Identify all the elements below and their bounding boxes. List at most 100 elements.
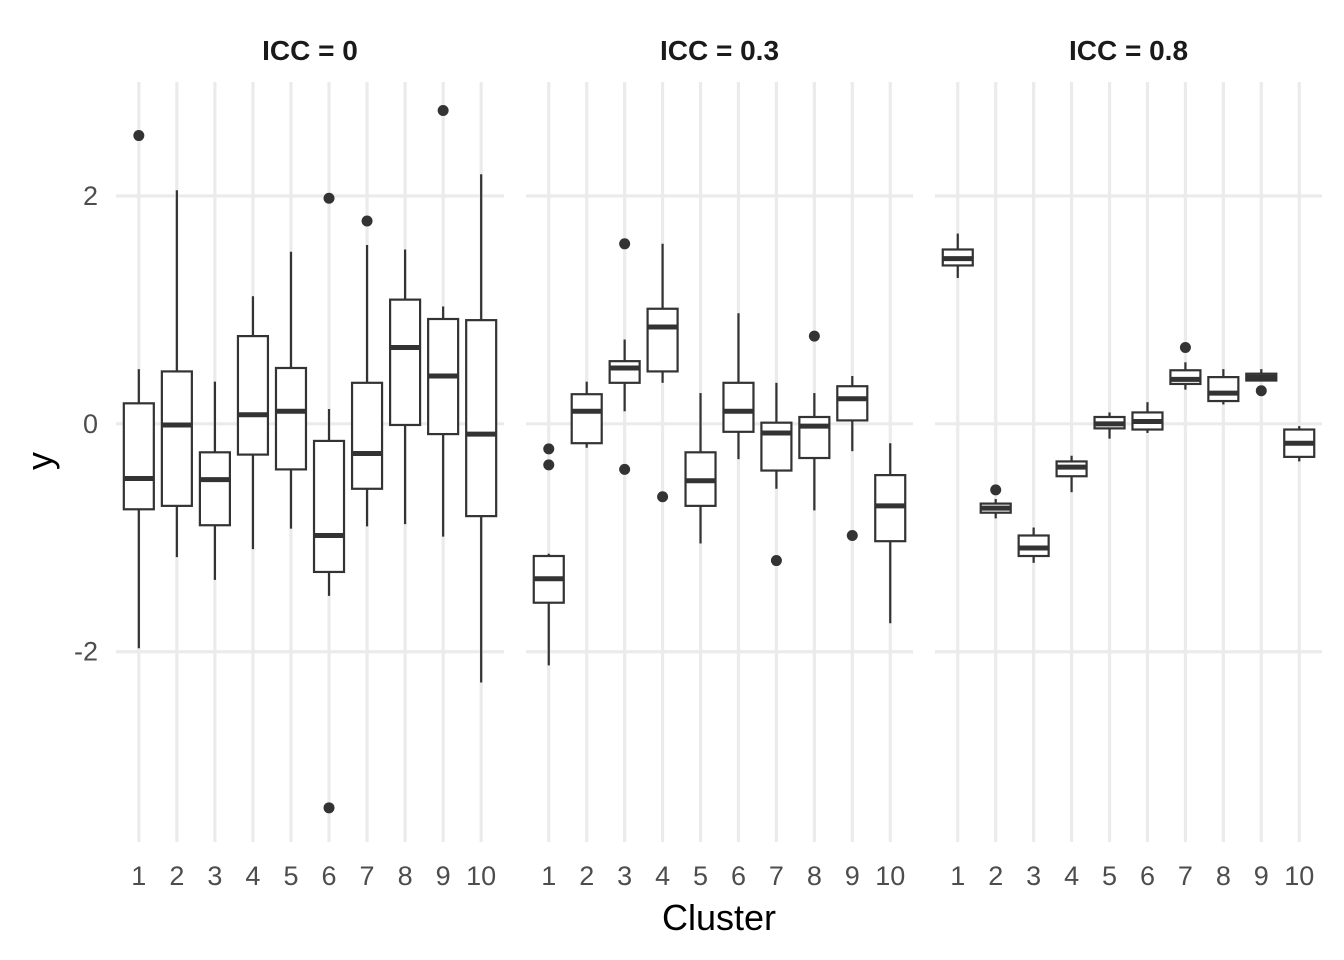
box-cluster-8 bbox=[798, 330, 831, 511]
box-body bbox=[388, 298, 422, 427]
outlier-point bbox=[619, 463, 631, 475]
marks-layer bbox=[122, 104, 1316, 814]
box-cluster-4 bbox=[236, 296, 270, 550]
box-body bbox=[160, 370, 193, 507]
x-tick-label: 1 bbox=[950, 861, 965, 891]
box-cluster-1 bbox=[532, 443, 565, 666]
box-cluster-6 bbox=[722, 313, 755, 460]
box-body bbox=[722, 381, 755, 433]
outlier-point bbox=[657, 491, 669, 503]
x-tick-label: 3 bbox=[207, 861, 222, 891]
y-tick-label: -2 bbox=[74, 637, 98, 667]
box-body bbox=[236, 334, 270, 456]
box-body bbox=[570, 393, 603, 445]
box-body bbox=[836, 385, 869, 422]
x-tick-label: 6 bbox=[1140, 861, 1155, 891]
box-cluster-5 bbox=[684, 393, 717, 544]
x-tick-label: 3 bbox=[1026, 861, 1041, 891]
outlier-point bbox=[543, 459, 555, 471]
box-body bbox=[312, 439, 346, 574]
box-cluster-9 bbox=[427, 104, 460, 537]
box-cluster-10 bbox=[1283, 426, 1316, 462]
x-tick-label: 8 bbox=[807, 861, 822, 891]
box-cluster-10 bbox=[874, 443, 907, 624]
box-cluster-2 bbox=[979, 484, 1012, 519]
facet-title: ICC = 0.8 bbox=[1069, 35, 1188, 66]
box-body bbox=[1207, 376, 1240, 403]
facet-title: ICC = 0.3 bbox=[660, 35, 779, 66]
y-tick-label: 0 bbox=[83, 409, 98, 439]
x-tick-label: 6 bbox=[322, 861, 337, 891]
x-tick-label: 5 bbox=[283, 861, 298, 891]
outlier-point bbox=[437, 104, 449, 116]
box-cluster-4 bbox=[646, 243, 679, 503]
x-tick-label: 7 bbox=[1178, 861, 1193, 891]
box-cluster-3 bbox=[608, 238, 641, 475]
x-axis-title: Cluster bbox=[662, 897, 776, 938]
x-tick-label: 7 bbox=[769, 861, 784, 891]
x-tick-label: 2 bbox=[169, 861, 184, 891]
outlier-point bbox=[543, 443, 555, 455]
outlier-point bbox=[361, 215, 373, 227]
box-body bbox=[350, 381, 384, 490]
box-cluster-9 bbox=[1245, 369, 1278, 397]
box-cluster-3 bbox=[198, 381, 232, 580]
box-cluster-7 bbox=[760, 382, 793, 567]
x-tick-label: 5 bbox=[1102, 861, 1117, 891]
x-tick-label: 9 bbox=[845, 861, 860, 891]
box-body bbox=[646, 307, 679, 373]
x-tick-label: 7 bbox=[360, 861, 375, 891]
x-tick-label: 2 bbox=[988, 861, 1003, 891]
x-tick-label: 9 bbox=[436, 861, 451, 891]
x-tick-label: 5 bbox=[693, 861, 708, 891]
box-cluster-9 bbox=[836, 375, 869, 541]
box-body bbox=[798, 415, 831, 460]
x-tick-label: 1 bbox=[541, 861, 556, 891]
box-body bbox=[760, 421, 793, 472]
box-cluster-8 bbox=[388, 249, 422, 525]
outlier-point bbox=[1255, 385, 1267, 397]
box-cluster-6 bbox=[1131, 402, 1164, 433]
box-cluster-2 bbox=[160, 190, 193, 558]
box-cluster-6 bbox=[312, 192, 346, 814]
facet-title: ICC = 0 bbox=[262, 35, 358, 66]
box-cluster-1 bbox=[941, 233, 974, 278]
box-cluster-8 bbox=[1207, 369, 1240, 405]
box-cluster-1 bbox=[122, 130, 155, 649]
box-cluster-7 bbox=[350, 215, 384, 527]
x-tick-label: 8 bbox=[1216, 861, 1231, 891]
box-body bbox=[198, 451, 232, 527]
box-cluster-4 bbox=[1055, 455, 1088, 493]
y-axis-title: y bbox=[19, 452, 60, 470]
box-cluster-5 bbox=[1093, 412, 1126, 439]
outlier-point bbox=[323, 192, 335, 204]
x-tick-label: 4 bbox=[1064, 861, 1079, 891]
box-cluster-5 bbox=[274, 251, 308, 529]
x-tick-label: 1 bbox=[131, 861, 146, 891]
box-cluster-10 bbox=[465, 174, 498, 683]
x-tick-label: 6 bbox=[731, 861, 746, 891]
x-tick-label: 3 bbox=[617, 861, 632, 891]
outlier-point bbox=[808, 330, 820, 342]
outlier-point bbox=[770, 555, 782, 567]
box-cluster-7 bbox=[1169, 341, 1202, 390]
x-tick-label: 4 bbox=[655, 861, 670, 891]
x-tick-label: 10 bbox=[1284, 861, 1314, 891]
x-tick-label: 8 bbox=[398, 861, 413, 891]
x-tick-label: 10 bbox=[466, 861, 496, 891]
box-cluster-3 bbox=[1017, 527, 1050, 563]
box-body bbox=[465, 319, 498, 518]
box-cluster-2 bbox=[570, 381, 603, 448]
outlier-point bbox=[846, 529, 858, 541]
outlier-point bbox=[323, 802, 335, 814]
outlier-point bbox=[619, 238, 631, 250]
x-tick-label: 2 bbox=[579, 861, 594, 891]
box-body bbox=[122, 402, 155, 511]
outlier-point bbox=[133, 130, 145, 142]
y-tick-label: 2 bbox=[83, 181, 98, 211]
x-tick-label: 4 bbox=[245, 861, 260, 891]
x-tick-label: 10 bbox=[875, 861, 905, 891]
